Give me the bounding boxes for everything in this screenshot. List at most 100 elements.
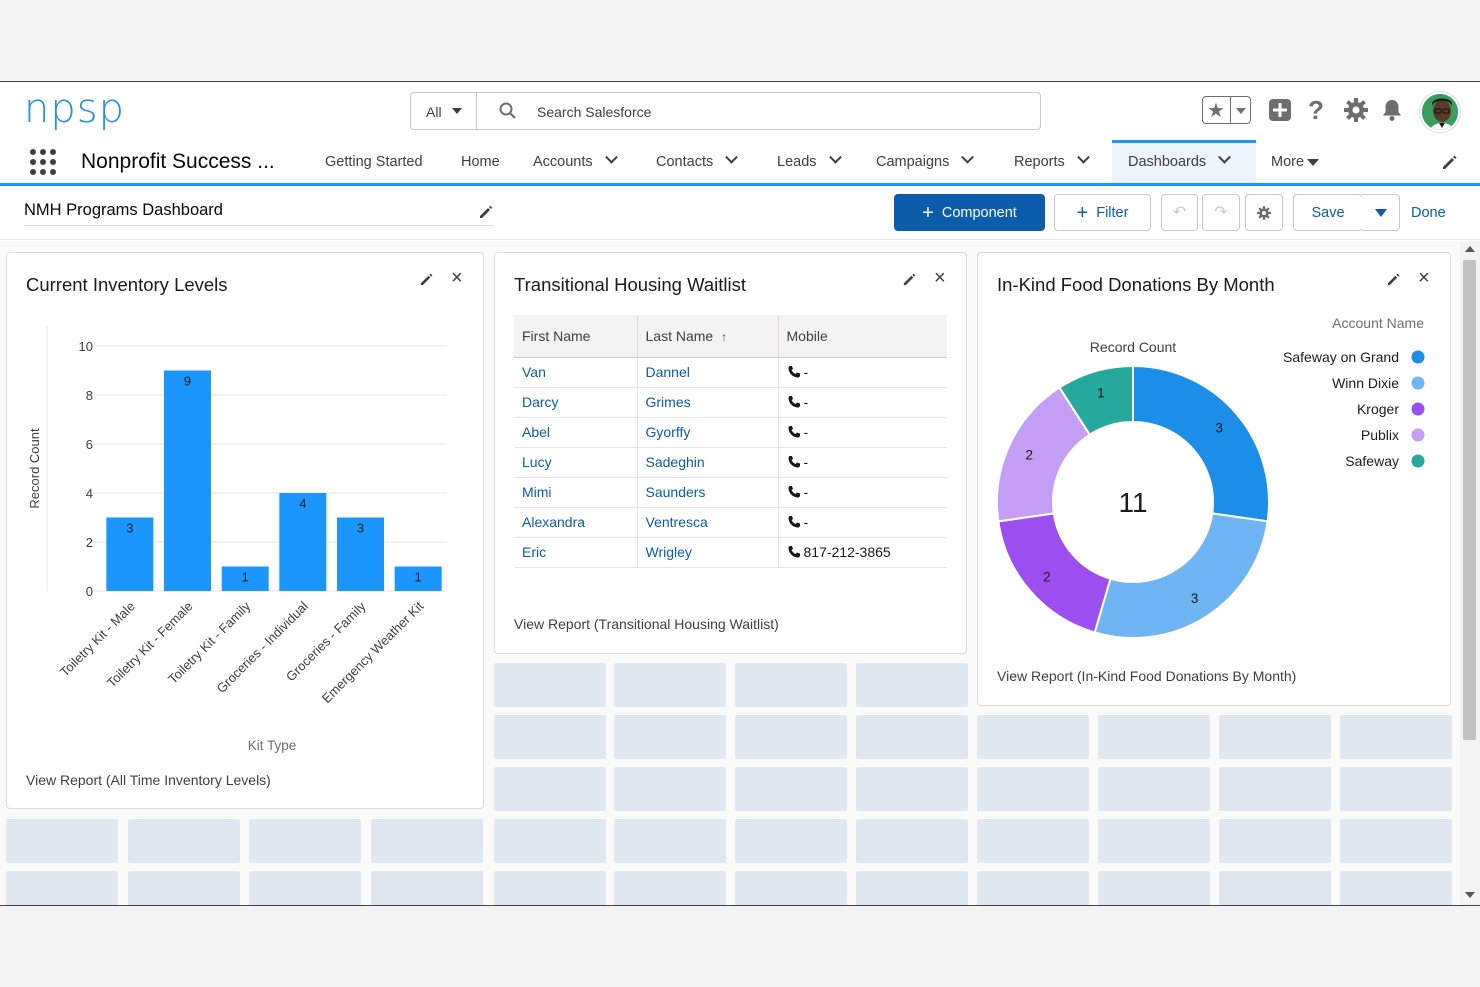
empty-grid-cell: [1098, 819, 1210, 863]
help-icon[interactable]: ?: [1308, 95, 1324, 125]
cell-last-name[interactable]: Grimes: [637, 387, 779, 418]
cell-last-name[interactable]: Ventresca: [637, 507, 779, 538]
donut-slice: [1093, 512, 1269, 639]
close-icon[interactable]: ×: [934, 267, 946, 289]
card-tools: ×: [1386, 267, 1436, 291]
column-header-mobile[interactable]: Mobile: [778, 315, 947, 358]
nav-item-accounts[interactable]: Accounts: [533, 140, 618, 183]
edit-nav-icon[interactable]: [1440, 152, 1460, 172]
add-component-button[interactable]: + Component: [894, 194, 1045, 231]
cell-first-name[interactable]: Eric: [514, 537, 638, 568]
nav-item-home[interactable]: Home: [461, 140, 500, 183]
app-launcher-icon[interactable]: [30, 149, 56, 175]
empty-grid-cell: [977, 819, 1089, 863]
empty-grid-cell: [1340, 767, 1452, 811]
inventory-chart-card[interactable]: Current Inventory Levels × 0 2 4 6 8 10 Record…: [6, 252, 484, 809]
scroll-up-arrow-icon[interactable]: [1465, 246, 1475, 252]
chevron-down-icon[interactable]: [725, 150, 739, 164]
cell-mobile[interactable]: -: [778, 417, 947, 448]
cell-mobile[interactable]: -: [778, 477, 947, 508]
nav-item-label: Dashboards: [1128, 154, 1207, 170]
chevron-down-icon[interactable]: [1076, 150, 1090, 164]
search-scope-label: All: [426, 104, 442, 120]
cell-mobile[interactable]: -: [778, 387, 947, 418]
chevron-down-icon[interactable]: [828, 150, 842, 164]
nav-item-leads[interactable]: Leads: [777, 140, 842, 183]
nav-item-campaigns[interactable]: Campaigns: [876, 140, 975, 183]
close-icon[interactable]: ×: [1418, 267, 1430, 289]
donations-chart-card[interactable]: In-Kind Food Donations By Month × Record…: [977, 252, 1451, 706]
x-tick-label: Emergency Weather Kit: [319, 598, 427, 706]
waitlist-table-card[interactable]: Transitional Housing Waitlist × First Na…: [494, 252, 967, 654]
empty-grid-cell: [856, 715, 968, 759]
bar-data-label: 3: [357, 521, 364, 536]
dashboard-name-field[interactable]: NMH Programs Dashboard: [24, 196, 494, 226]
view-report-link[interactable]: View Report (Transitional Housing Waitli…: [514, 616, 779, 632]
mobile-value: -: [803, 364, 809, 380]
view-report-link[interactable]: View Report (All Time Inventory Levels): [26, 772, 271, 788]
search-scope-dropdown[interactable]: All: [411, 93, 477, 129]
save-label: Save: [1311, 205, 1345, 221]
scrollbar-thumb[interactable]: [1463, 260, 1476, 740]
redo-button[interactable]: ↷: [1202, 194, 1240, 231]
npsp-logo[interactable]: npsp: [24, 86, 125, 132]
cell-first-name[interactable]: Lucy: [514, 447, 638, 478]
cell-first-name[interactable]: Van: [514, 357, 638, 388]
bell-icon[interactable]: [1378, 96, 1406, 124]
nav-item-contacts[interactable]: Contacts: [656, 140, 739, 183]
chevron-down-icon: [452, 108, 462, 114]
undo-button[interactable]: ↶: [1161, 194, 1198, 231]
legend-swatch: [1411, 454, 1425, 468]
mobile-value: -: [803, 484, 809, 500]
cell-last-name[interactable]: Wrigley: [637, 537, 779, 568]
bar: [106, 517, 154, 591]
cell-last-name[interactable]: Gyorffy: [637, 417, 779, 448]
cell-mobile[interactable]: -: [778, 357, 947, 388]
empty-grid-cell: [494, 767, 606, 811]
chevron-down-icon[interactable]: [1236, 108, 1246, 114]
cell-mobile[interactable]: -: [778, 447, 947, 478]
cell-first-name[interactable]: Darcy: [514, 387, 638, 418]
cell-mobile[interactable]: 817-212-3865: [778, 537, 947, 568]
global-search[interactable]: All Search Salesforce: [410, 92, 1041, 130]
column-header-first-name[interactable]: First Name: [514, 315, 638, 358]
cell-last-name[interactable]: Sadeghin: [637, 447, 779, 478]
scroll-down-arrow-icon[interactable]: [1465, 892, 1475, 898]
mobile-value: 817-212-3865: [803, 544, 891, 560]
y-axis-title: Record Count: [27, 428, 42, 509]
close-icon[interactable]: ×: [451, 267, 463, 289]
nav-item-dashboards[interactable]: Dashboards: [1112, 140, 1256, 183]
chevron-down-icon[interactable]: [604, 150, 618, 164]
pencil-icon[interactable]: [1386, 272, 1401, 287]
y-tick-label: 4: [86, 486, 93, 501]
card-tools: ×: [419, 267, 469, 291]
nav-more-menu[interactable]: More: [1271, 140, 1320, 183]
cell-first-name[interactable]: Mimi: [514, 477, 638, 508]
nav-item-getting-started[interactable]: Getting Started: [325, 140, 423, 183]
pencil-icon[interactable]: [478, 204, 494, 220]
chevron-down-icon[interactable]: [1218, 150, 1232, 164]
cell-last-name[interactable]: Saunders: [637, 477, 779, 508]
favorites-button[interactable]: ★: [1202, 96, 1251, 124]
user-avatar[interactable]: [1420, 92, 1460, 132]
save-menu-button[interactable]: [1362, 194, 1400, 231]
add-filter-button[interactable]: + Filter: [1054, 194, 1151, 231]
gear-icon[interactable]: [1342, 96, 1370, 124]
cell-first-name[interactable]: Abel: [514, 417, 638, 448]
cell-mobile[interactable]: -: [778, 507, 947, 538]
cell-last-name[interactable]: Dannel: [637, 357, 779, 388]
global-actions-icon[interactable]: [1266, 96, 1294, 124]
column-header-last-name[interactable]: Last Name ↑: [637, 315, 779, 358]
chevron-down-icon[interactable]: [961, 150, 975, 164]
search-input[interactable]: Search Salesforce: [537, 104, 652, 120]
save-button[interactable]: Save: [1293, 194, 1363, 231]
properties-button[interactable]: [1245, 194, 1283, 231]
view-report-link[interactable]: View Report (In-Kind Food Donations By M…: [997, 668, 1297, 684]
pencil-icon[interactable]: [419, 272, 434, 287]
done-button[interactable]: Done: [1411, 205, 1446, 221]
empty-grid-cell: [1219, 715, 1331, 759]
nav-item-reports[interactable]: Reports: [1014, 140, 1090, 183]
pencil-icon[interactable]: [902, 272, 917, 287]
cell-first-name[interactable]: Alexandra: [514, 507, 638, 538]
sort-ascending-icon[interactable]: ↑: [721, 329, 728, 344]
